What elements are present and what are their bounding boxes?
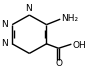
Text: OH: OH (73, 41, 86, 50)
Text: NH₂: NH₂ (61, 14, 79, 23)
Text: N: N (2, 39, 8, 48)
Text: O: O (55, 59, 62, 68)
Text: N: N (2, 20, 8, 29)
Text: N: N (26, 4, 32, 13)
